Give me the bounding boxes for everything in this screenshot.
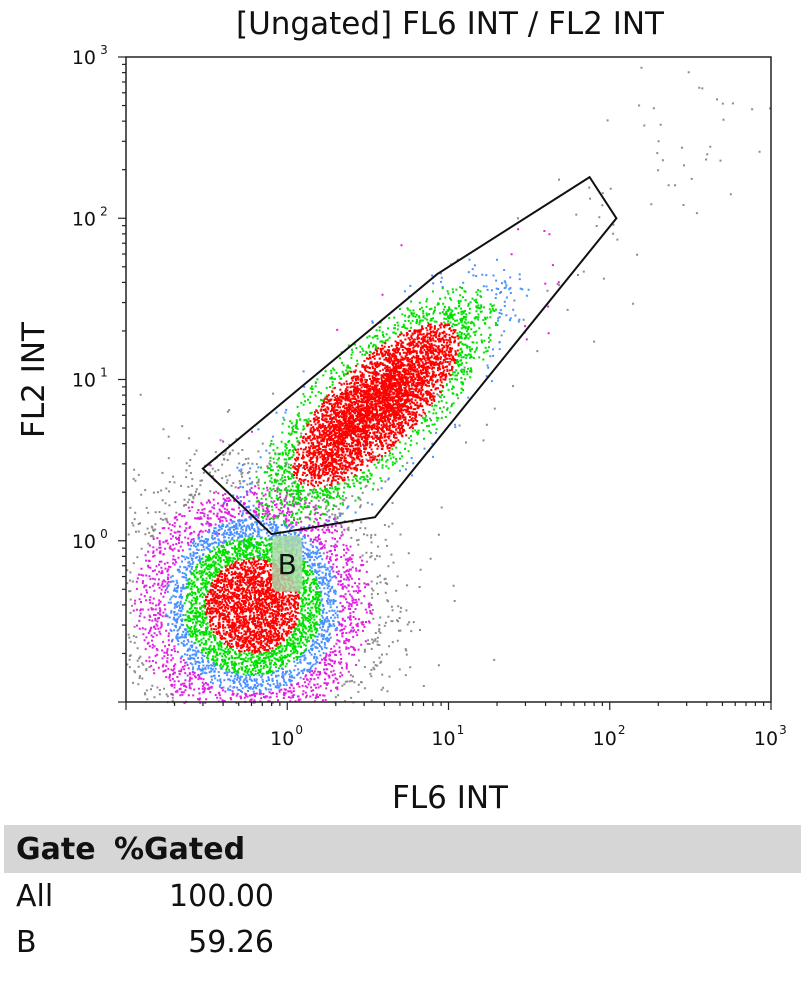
x-tick-label: 10 [593,728,617,750]
chart-title: [Ungated] FL6 INT / FL2 INT [236,6,665,42]
scatter-point-density-4 [204,322,460,654]
x-tick-exponent: 1 [457,723,465,737]
y-tick-label: 10 [72,531,96,553]
stats-row-all: All 100.00 [4,873,801,919]
gate-polygon[interactable] [201,175,618,536]
flow-cytometry-plot: [Ungated] FL6 INT / FL2 INT FL2 INT FL6 … [16,6,787,816]
stats-header-pct: %Gated [114,831,246,867]
axis-ticks: 10 0 10 1 10 2 10 310 010 110 210 3 [72,43,787,750]
stats-header-row: Gate %Gated [4,825,801,873]
y-tick-exponent: 3 [100,43,108,57]
gate-b[interactable]: B [201,175,618,592]
stats-cell-pct: 59.26 [188,924,274,960]
scatter-points [126,66,772,704]
stats-cell-gate: All [16,878,54,914]
gate-stats-table: Gate %Gated All 100.00 B 59.26 [4,825,801,965]
y-tick-exponent: 1 [100,366,108,380]
x-tick-label: 10 [270,728,294,750]
gate-label-background[interactable] [272,535,303,592]
x-tick-label: 10 [431,728,455,750]
x-tick-exponent: 2 [618,723,626,737]
gate-label[interactable]: B [278,548,297,581]
y-tick-label: 10 [72,47,96,69]
scatter-point-density-3 [183,286,497,676]
stats-cell-pct: 100.00 [169,878,274,914]
x-axis-label: FL6 INT [392,780,509,816]
stats-cell-gate: B [16,924,37,960]
y-tick-label: 10 [72,208,96,230]
y-tick-exponent: 0 [100,527,108,541]
stats-row-b: B 59.26 [4,919,801,965]
y-tick-label: 10 [72,370,96,392]
y-axis-label: FL2 INT [16,321,52,438]
y-tick-exponent: 2 [100,204,108,218]
stats-header-gate: Gate [16,831,96,867]
x-tick-exponent: 3 [779,723,787,737]
x-tick-label: 10 [754,728,778,750]
x-tick-exponent: 0 [295,723,303,737]
